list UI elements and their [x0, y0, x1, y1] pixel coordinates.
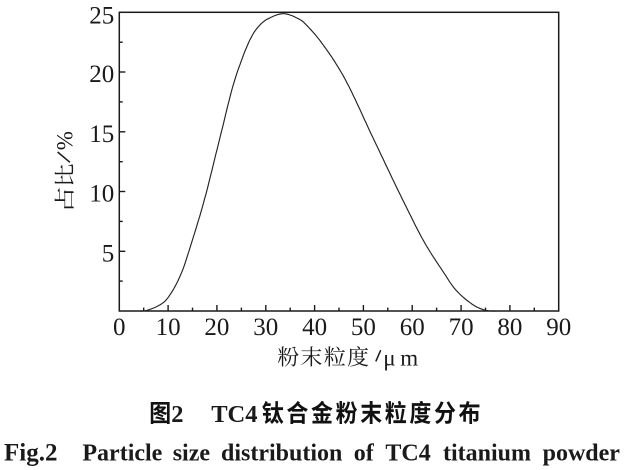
- svg-text:μ: μ: [383, 345, 395, 370]
- svg-text:10: 10: [156, 314, 181, 341]
- svg-text:TC4: TC4: [385, 441, 430, 467]
- svg-text:25: 25: [89, 3, 114, 30]
- svg-text:m: m: [400, 345, 418, 370]
- svg-text:70: 70: [449, 314, 474, 341]
- svg-text:2: 2: [171, 401, 183, 428]
- svg-text:size: size: [173, 441, 211, 467]
- svg-text:%: %: [52, 131, 77, 150]
- svg-text:10: 10: [89, 181, 114, 208]
- svg-text:50: 50: [351, 314, 376, 341]
- svg-text:Fig.2: Fig.2: [4, 440, 57, 467]
- svg-text:powder: powder: [543, 441, 621, 467]
- svg-text:60: 60: [400, 314, 425, 341]
- svg-text:titanium: titanium: [443, 441, 531, 467]
- svg-text:40: 40: [302, 314, 327, 341]
- svg-text:30: 30: [253, 314, 278, 341]
- svg-text:Particle: Particle: [82, 441, 162, 467]
- svg-text:15: 15: [89, 121, 114, 148]
- svg-text:80: 80: [497, 314, 522, 341]
- svg-text:0: 0: [113, 314, 126, 341]
- svg-text:5: 5: [102, 240, 115, 267]
- svg-text:90: 90: [546, 314, 571, 341]
- svg-text:TC4: TC4: [211, 401, 257, 428]
- svg-text:20: 20: [204, 314, 229, 341]
- svg-text:of: of: [354, 441, 375, 467]
- svg-text:distribution: distribution: [221, 441, 342, 467]
- svg-text:20: 20: [89, 61, 114, 88]
